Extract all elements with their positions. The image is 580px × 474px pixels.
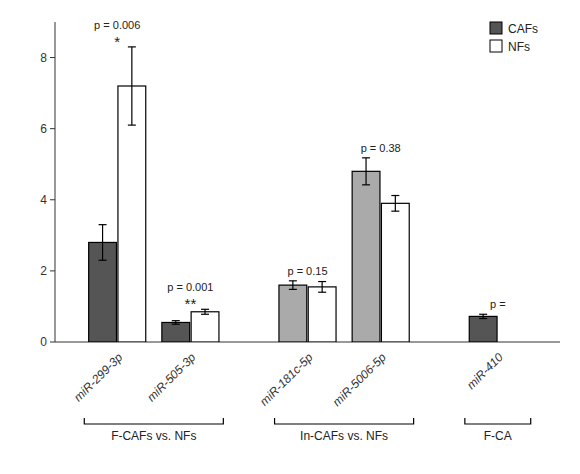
x-tick-label: miR-5006-5p [330,350,389,409]
bar [381,203,409,342]
error-cap [479,314,487,315]
y-tick-label: 6 [40,122,47,136]
error-cap [289,289,297,290]
group-bracket [84,418,223,424]
bars [89,47,497,342]
error-cap [128,125,136,126]
group-bracket [275,418,414,424]
annotation: p = 0.38 [361,142,401,154]
error-bar [362,158,370,185]
legend-label: NFs [508,40,530,54]
error-cap [172,324,180,325]
error-bar [201,309,209,314]
annotation: p = 0.001 [167,281,213,293]
annotation: p = [490,298,506,310]
error-bar [289,281,297,290]
y-axis-line [55,22,56,342]
bar [308,287,336,342]
y-tick [50,199,55,200]
y-tick [50,342,55,343]
error-cap [318,281,326,282]
bar [352,171,380,342]
error-cap [391,195,399,196]
y-tick-label: 8 [40,51,47,65]
y-tick [50,57,55,58]
bar [469,316,497,342]
x-tick-label: miR-505-3p [144,350,198,404]
y-tick-label: 0 [40,335,47,349]
annotation: ** [185,295,197,312]
error-cap [362,157,370,158]
error-cap [479,318,487,319]
legend-swatch [490,40,502,52]
error-cap [289,280,297,281]
bar [162,322,190,342]
error-line [131,47,132,125]
bar [191,312,219,342]
error-bar [172,321,180,325]
error-line [204,309,205,314]
legend: CAFs NFs [490,22,538,54]
error-bar [99,225,107,261]
error-line [483,314,484,318]
error-line [292,281,293,290]
error-cap [128,46,136,47]
x-axis: miR-299-3p miR-505-3p miR-181c-5pmiR-5006-… [71,350,506,409]
group-label: In-CAFs vs. NFs [300,429,388,443]
y-tick-label: 4 [40,193,47,207]
error-line [102,225,103,261]
bar [279,285,307,342]
x-tick-label: miR-181c-5p [257,350,316,409]
error-cap [362,184,370,185]
annotations: p = p = 0.38 p = 0.15 ** p = 0.001 * p = 0.006 [94,19,505,312]
error-line [365,158,366,185]
y-axis: 0 2 4 6 8 [40,22,55,349]
annotation: p = 0.15 [287,265,327,277]
error-cap [172,320,180,321]
error-cap [99,224,107,225]
error-cap [391,211,399,212]
error-cap [201,314,209,315]
legend-swatch [490,22,502,34]
error-bar [128,47,136,125]
error-bar [479,314,487,318]
error-cap [318,292,326,293]
error-bar [318,282,326,293]
error-cap [201,309,209,310]
error-bar [391,196,399,212]
group-label: F-CAFs vs. NFs [111,429,196,443]
y-tick [50,128,55,129]
error-line [395,196,396,212]
group-label: F-CA [484,429,512,443]
x-tick-label: miR-410 [464,350,506,392]
error-line [322,282,323,293]
annotation: p = 0.006 [94,19,140,31]
legend-label: CAFs [508,22,538,36]
y-tick-label: 2 [40,264,47,278]
y-tick [50,270,55,271]
error-cap [99,260,107,261]
annotation: * [114,33,120,50]
group-brackets: F-CAFs vs. NFs In-CAFs vs. NFs F-CA [84,418,530,443]
group-bracket [465,418,531,424]
x-tick-label: miR-299-3p [71,350,125,404]
chart: 0 2 4 6 8 p = p = 0.38 p = 0.15 ** p = 0.001 * p = … [0,0,580,474]
